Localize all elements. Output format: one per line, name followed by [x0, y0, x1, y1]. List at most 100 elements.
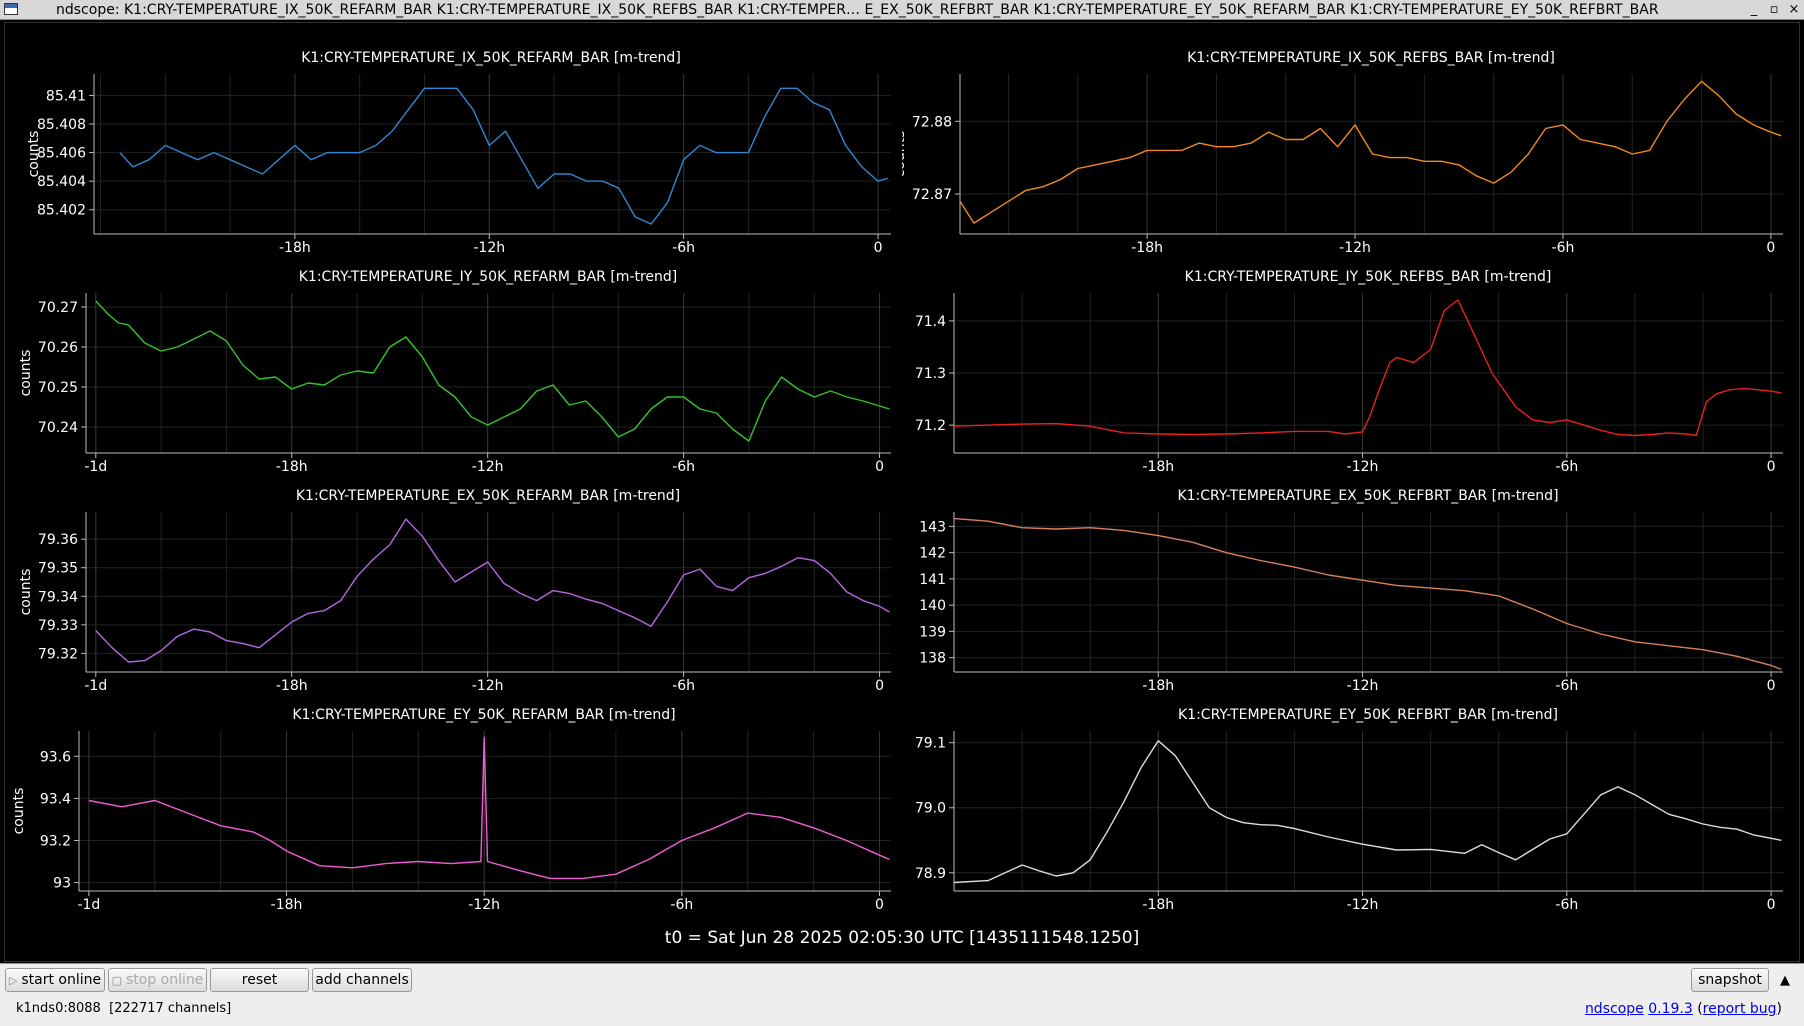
y-tick-label: 85.406	[37, 146, 86, 162]
y-tick-label: 70.25	[38, 380, 78, 396]
y-tick-label: 93.6	[40, 749, 71, 765]
series-line	[95, 300, 890, 442]
plot-ey-refarm[interactable]: 93 93.2 93.4 93.6 -1d -18h -12h -6h 0 counts	[0, 723, 902, 911]
server-status: k1nds0:8088 [222717 channels]	[16, 1001, 232, 1016]
y-tick-label: 141	[919, 572, 946, 588]
plot-ex-refarm[interactable]: 79.32 79.33 79.34 79.35 79.36 -1d -18h -12h -6h 0…	[0, 504, 902, 692]
maximize-icon[interactable]: ▫	[1769, 2, 1779, 17]
snapshot-button[interactable]: snapshot	[1691, 968, 1769, 992]
x-tick-label: -1d	[84, 459, 107, 473]
y-tick-label: 143	[919, 519, 946, 535]
y-tick-label: 70.27	[38, 300, 78, 316]
y-tick-label: 138	[919, 651, 946, 667]
plot-title-ex-refarm: K1:CRY-TEMPERATURE_EX_50K_REFARM_BAR [m-…	[295, 488, 681, 504]
plot-title-ix-refbs: K1:CRY-TEMPERATURE_IX_50K_REFBS_BAR [m-t…	[1187, 50, 1555, 66]
start-online-button[interactable]: ▷ start online	[5, 968, 105, 992]
y-tick-label: 71.4	[915, 314, 946, 330]
series-line	[953, 299, 1782, 437]
add-channels-button[interactable]: add channels	[312, 968, 412, 992]
stop-icon: ▢	[111, 974, 122, 987]
y-tick-label: 93.2	[40, 833, 71, 849]
plot-ix-refarm[interactable]: 85.402 85.404 85.406 85.408 85.41 -18h -12h -6h…	[0, 66, 902, 254]
series-line	[953, 517, 1782, 671]
series-line	[95, 518, 890, 663]
x-tick-label: 0	[875, 459, 884, 473]
y-tick-label: 71.3	[915, 366, 946, 382]
y-tick-label: 79.36	[38, 532, 78, 548]
x-tick-label: 0	[874, 240, 883, 254]
plot-title-ex-refbrt: K1:CRY-TEMPERATURE_EX_50K_REFBRT_BAR [m-…	[1177, 488, 1559, 504]
x-tick-label: 0	[1767, 459, 1776, 473]
x-tick-label: -12h	[473, 240, 505, 254]
report-bug-link[interactable]: report bug	[1702, 1001, 1777, 1017]
minimize-icon[interactable]: _	[1750, 2, 1758, 17]
version-link[interactable]: 0.19.3	[1648, 1001, 1693, 1017]
window-titlebar: ndscope: K1:CRY-TEMPERATURE_IX_50K_REFAR…	[0, 0, 1804, 20]
y-tick-label: 85.402	[37, 203, 86, 219]
plot-title-iy-refbs: K1:CRY-TEMPERATURE_IY_50K_REFBS_BAR [m-t…	[1184, 269, 1552, 285]
plot-iy-refarm[interactable]: 70.24 70.25 70.26 70.27 -1d -18h -12h -6h 0 count…	[0, 285, 902, 473]
window-title: ndscope: K1:CRY-TEMPERATURE_IX_50K_REFAR…	[56, 2, 1659, 18]
version-info: ndscope 0.19.3 (report bug)	[1584, 1001, 1782, 1017]
y-axis-label: counts	[18, 569, 34, 616]
x-tick-label: -6h	[672, 678, 695, 692]
x-tick-label: -1d	[84, 678, 107, 692]
series-line	[88, 736, 890, 880]
y-axis-label: counts	[11, 788, 27, 835]
plot-grid: K1:CRY-TEMPERATURE_IX_50K_REFARM_BAR [m-…	[0, 50, 1804, 911]
y-tick-label: 72.87	[912, 187, 952, 203]
plot-title-ix-refarm: K1:CRY-TEMPERATURE_IX_50K_REFARM_BAR [m-…	[301, 50, 681, 66]
y-axis-label: counts	[26, 131, 42, 178]
x-tick-label: -18h	[271, 897, 303, 911]
x-tick-label: 0	[875, 678, 884, 692]
plot-title-ey-refarm: K1:CRY-TEMPERATURE_EY_50K_REFARM_BAR [m-…	[292, 707, 676, 723]
y-tick-label: 79.33	[38, 618, 78, 634]
y-tick-label: 142	[919, 546, 946, 562]
close-icon[interactable]: ×	[1788, 2, 1800, 17]
y-tick-label: 85.404	[37, 174, 86, 190]
y-tick-label: 85.41	[46, 88, 86, 104]
y-tick-label: 79.32	[38, 646, 78, 662]
x-tick-label: -18h	[1142, 459, 1174, 473]
plot-title-iy-refarm: K1:CRY-TEMPERATURE_IY_50K_REFARM_BAR [m-…	[298, 269, 678, 285]
x-tick-label: 0	[875, 897, 884, 911]
y-tick-label: 70.26	[38, 340, 78, 356]
x-tick-label: -18h	[279, 240, 311, 254]
plot-ix-refbs[interactable]: 72.87 72.88 -18h -12h -6h 0 counts	[902, 66, 1804, 254]
y-tick-label: 78.9	[915, 866, 946, 882]
y-tick-label: 72.88	[912, 114, 952, 130]
x-tick-label: -12h	[1347, 678, 1379, 692]
x-tick-label: -6h	[1555, 459, 1578, 473]
control-toolbar: ▷ start online ▢ stop online reset add cha…	[0, 963, 1804, 1026]
x-tick-label: -12h	[472, 459, 504, 473]
y-tick-label: 85.408	[37, 117, 86, 133]
x-tick-label: -6h	[1552, 240, 1575, 254]
reset-button[interactable]: reset	[210, 968, 309, 992]
y-tick-label: 93.4	[40, 791, 71, 807]
ndscope-link[interactable]: ndscope	[1584, 1001, 1644, 1017]
y-tick-label: 139	[919, 624, 946, 640]
x-tick-label: -6h	[1555, 897, 1578, 911]
t0-timestamp: t0 = Sat Jun 28 2025 02:05:30 UTC [14351…	[664, 928, 1140, 948]
x-tick-label: -6h	[672, 459, 695, 473]
series-line	[119, 87, 888, 225]
x-tick-label: -6h	[1555, 678, 1578, 692]
x-tick-label: 0	[1766, 240, 1775, 254]
x-tick-label: 0	[1767, 897, 1776, 911]
series-line	[953, 740, 1782, 884]
y-tick-label: 79.1	[915, 736, 946, 752]
stop-online-button[interactable]: ▢ stop online	[108, 968, 207, 992]
y-axis-label: counts	[902, 131, 908, 178]
x-tick-label: -12h	[1347, 897, 1379, 911]
x-tick-label: -12h	[472, 678, 504, 692]
x-tick-label: -12h	[1347, 459, 1379, 473]
y-tick-label: 70.24	[38, 420, 78, 436]
x-tick-label: -18h	[276, 459, 308, 473]
y-tick-label: 79.34	[38, 589, 78, 605]
app-window-icon	[4, 3, 18, 15]
x-tick-label: -6h	[670, 897, 693, 911]
collapse-arrow-icon[interactable]: ▲	[1780, 973, 1790, 988]
